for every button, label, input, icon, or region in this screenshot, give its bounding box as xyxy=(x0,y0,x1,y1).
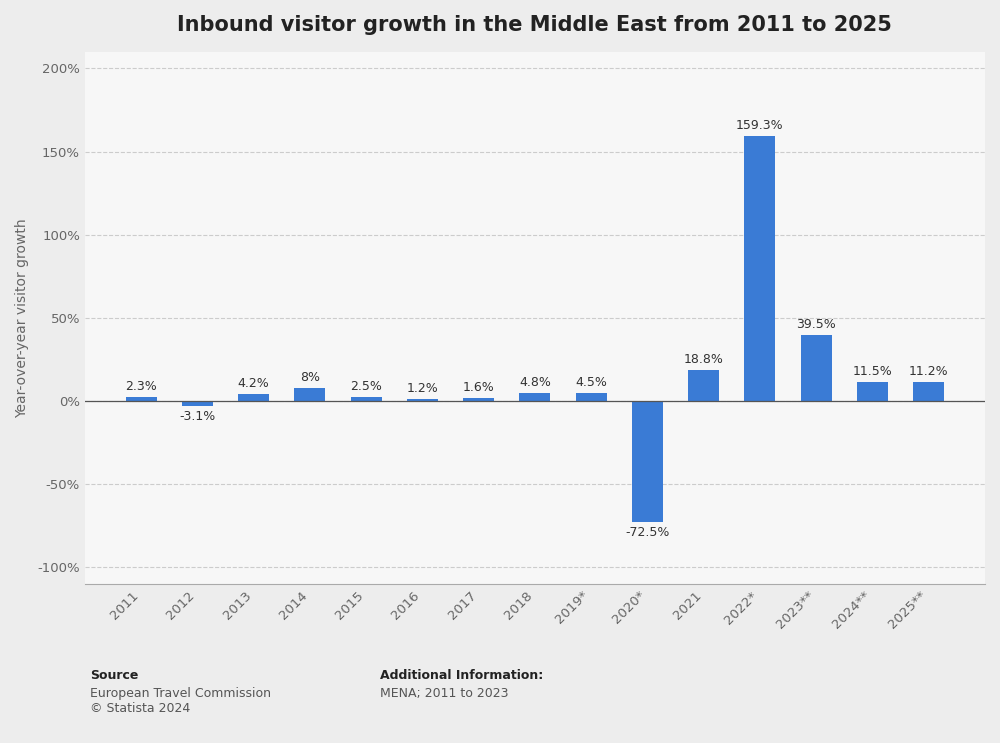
Text: 4.8%: 4.8% xyxy=(519,376,551,389)
Bar xyxy=(294,388,325,401)
Text: 159.3%: 159.3% xyxy=(736,119,784,132)
Text: 2.3%: 2.3% xyxy=(125,380,157,393)
Bar xyxy=(744,136,775,401)
Text: 11.5%: 11.5% xyxy=(852,365,892,377)
Bar xyxy=(238,394,269,401)
Text: -3.1%: -3.1% xyxy=(179,410,216,424)
Bar xyxy=(576,394,607,401)
Text: Source: Source xyxy=(90,669,138,681)
Text: MENA; 2011 to 2023: MENA; 2011 to 2023 xyxy=(380,687,509,700)
Text: 4.5%: 4.5% xyxy=(575,377,607,389)
Text: 39.5%: 39.5% xyxy=(796,318,836,331)
Y-axis label: Year-over-year visitor growth: Year-over-year visitor growth xyxy=(15,218,29,418)
Bar xyxy=(182,401,213,406)
Bar xyxy=(407,399,438,401)
Bar xyxy=(126,398,157,401)
Bar xyxy=(519,393,550,401)
Text: European Travel Commission
© Statista 2024: European Travel Commission © Statista 20… xyxy=(90,687,271,716)
Text: Additional Information:: Additional Information: xyxy=(380,669,543,681)
Bar xyxy=(857,382,888,401)
Text: 11.2%: 11.2% xyxy=(909,366,948,378)
Title: Inbound visitor growth in the Middle East from 2011 to 2025: Inbound visitor growth in the Middle Eas… xyxy=(177,15,892,35)
Text: 8%: 8% xyxy=(300,371,320,383)
Bar xyxy=(801,335,832,401)
Text: -72.5%: -72.5% xyxy=(625,525,670,539)
Text: 18.8%: 18.8% xyxy=(684,353,724,366)
Bar xyxy=(463,398,494,401)
Bar xyxy=(351,397,382,401)
Bar xyxy=(688,370,719,401)
Text: 2.5%: 2.5% xyxy=(350,380,382,392)
Text: 1.2%: 1.2% xyxy=(407,382,438,395)
Bar xyxy=(632,401,663,522)
Bar xyxy=(913,383,944,401)
Text: 1.6%: 1.6% xyxy=(463,381,495,394)
Text: 4.2%: 4.2% xyxy=(238,377,270,390)
